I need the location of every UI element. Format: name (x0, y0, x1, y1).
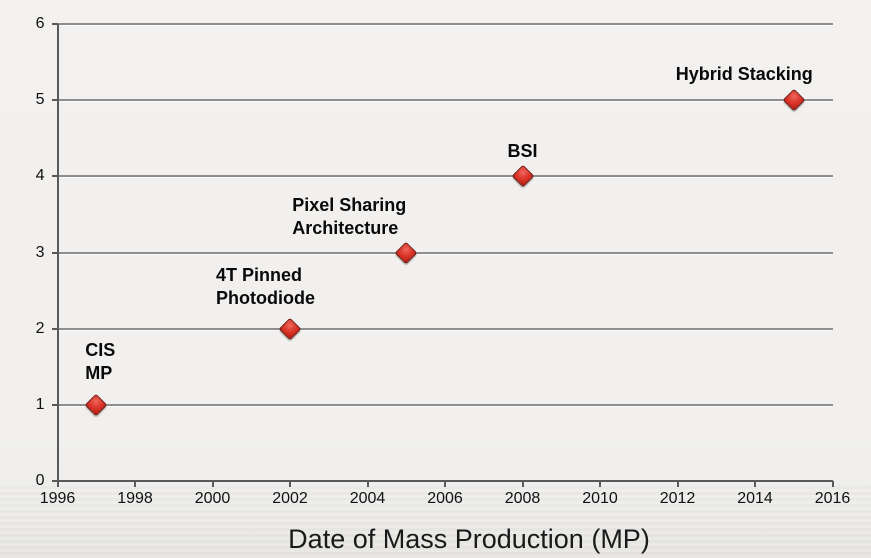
point-label-0: CIS MP (85, 339, 115, 385)
x-tick-2002 (289, 481, 291, 487)
y-tick-3 (51, 251, 58, 254)
x-tick-2000 (211, 481, 214, 487)
y-axis-line (56, 24, 59, 481)
x-tick-label-1998: 1998 (117, 490, 153, 507)
gridline-y-5 (57, 99, 833, 103)
y-tick-5 (51, 99, 58, 102)
data-point-4 (782, 88, 806, 112)
x-tick-2014 (754, 481, 756, 487)
x-tick-2008 (521, 481, 524, 487)
gridline-y-6 (57, 23, 833, 26)
x-tick-2016 (831, 481, 834, 487)
point-label-line: Pixel Sharing (292, 194, 407, 215)
x-tick-label-2002: 2002 (272, 490, 308, 507)
x-tick-label-2004: 2004 (349, 490, 386, 507)
point-label-line: CIS (85, 339, 116, 360)
gridline-y-1 (57, 403, 833, 407)
data-point-2 (394, 241, 418, 264)
y-tick-label-2: 2 (35, 319, 45, 337)
point-label-line: BSI (507, 141, 538, 162)
point-label-line: Photodiode (216, 287, 315, 308)
y-tick-0 (51, 480, 58, 482)
x-tick-label-2000: 2000 (194, 490, 231, 507)
x-tick-2006 (444, 481, 446, 487)
gridline-y-2 (57, 327, 833, 331)
x-tick-1998 (134, 481, 136, 487)
y-tick-label-3: 3 (35, 243, 45, 261)
x-tick-2010 (599, 481, 601, 487)
data-point-1 (278, 317, 302, 340)
point-label-4: Hybrid Stacking (676, 63, 813, 86)
x-tick-2012 (676, 481, 679, 487)
y-tick-4 (51, 175, 58, 178)
y-tick-label-5: 5 (35, 91, 45, 109)
point-label-1: 4T Pinned Photodiode (216, 264, 315, 310)
point-label-line: Hybrid Stacking (675, 64, 813, 85)
x-tick-label-2014: 2014 (737, 490, 773, 507)
gridline-y-4 (57, 175, 833, 179)
point-label-2: Pixel Sharing Architecture (292, 194, 406, 240)
point-label-3: BSI (507, 140, 537, 163)
gridline-y-3 (57, 251, 833, 255)
data-point-3 (511, 165, 534, 188)
y-tick-label-6: 6 (35, 15, 45, 32)
y-tick-2 (51, 327, 58, 330)
point-label-line: 4T Pinned (216, 264, 303, 285)
point-label-line: MP (85, 362, 113, 383)
data-point-0 (84, 393, 108, 417)
y-tick-label-1: 1 (35, 395, 45, 413)
y-tick-label-4: 4 (35, 167, 45, 185)
x-tick-label-1996: 1996 (39, 490, 76, 507)
x-tick-1996 (56, 481, 59, 487)
x-tick-label-2006: 2006 (427, 490, 463, 507)
y-tick-1 (51, 403, 58, 406)
x-tick-label-2008: 2008 (504, 490, 541, 507)
y-tick-6 (51, 23, 58, 25)
x-tick-2004 (366, 481, 369, 487)
x-tick-label-2016: 2016 (814, 490, 851, 507)
x-tick-label-2012: 2012 (659, 490, 696, 507)
x-tick-label-2010: 2010 (582, 490, 618, 507)
y-tick-label-0: 0 (35, 472, 45, 489)
point-label-line: Architecture (292, 217, 399, 238)
x-axis-title: Date of Mass Production (MP) (288, 524, 650, 554)
